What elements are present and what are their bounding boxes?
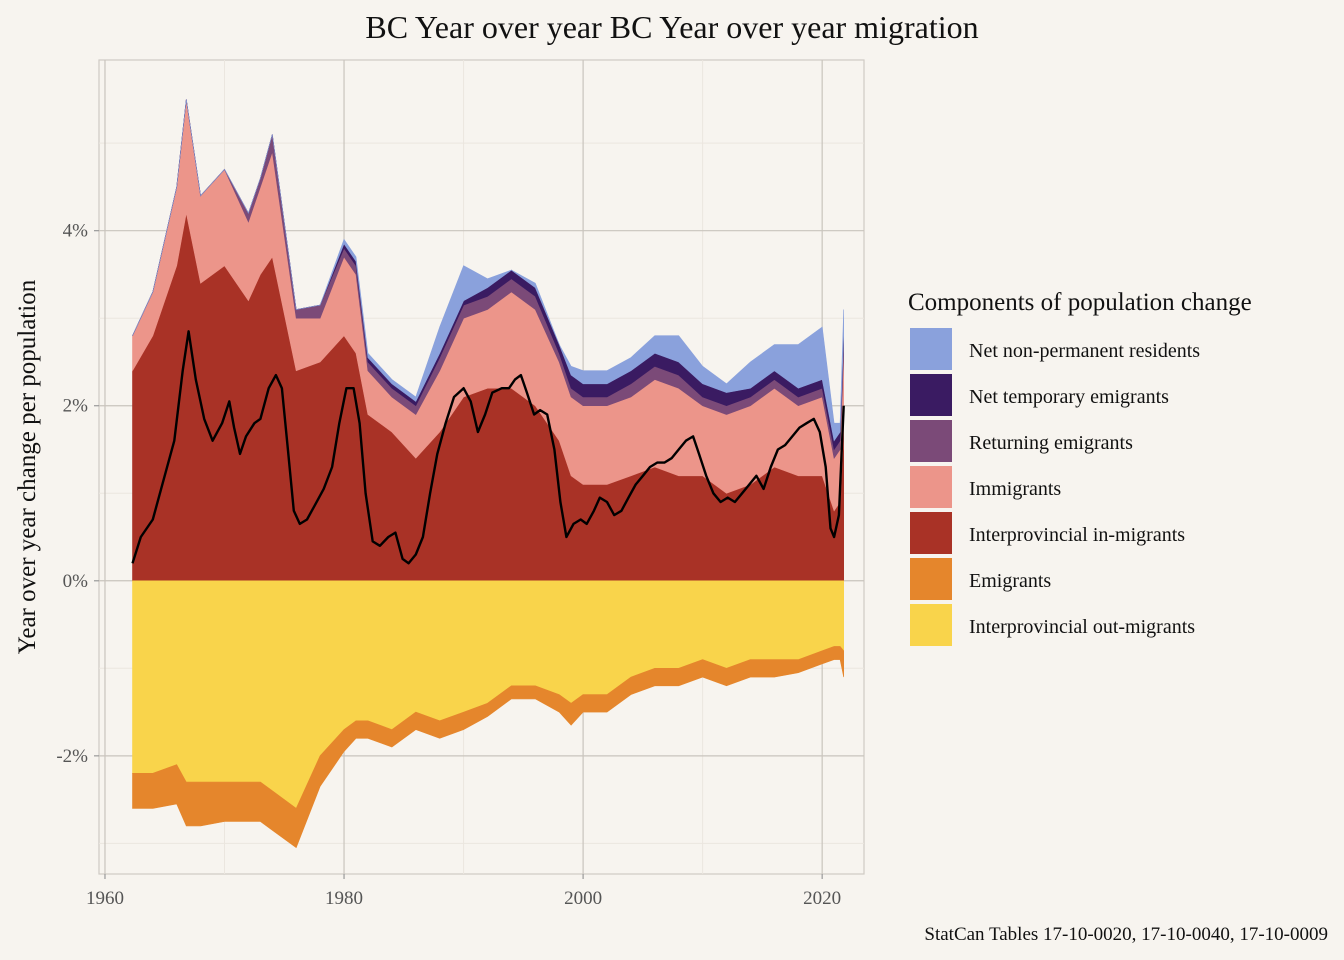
area-emigrants	[132, 646, 844, 849]
axis-ticks: 1960 1980 2000 2020 -2% 0% 2% 4%	[56, 221, 841, 909]
legend-label: Net non-permanent residents	[969, 340, 1200, 362]
legend-items: Net non-permanent residents Net temporary…	[910, 328, 1200, 646]
plot-panel	[98, 59, 865, 875]
legend-label: Immigrants	[969, 478, 1061, 500]
net-change-line-layer	[131, 330, 845, 565]
x-tick-label: 1980	[325, 888, 363, 909]
x-tick-label: 1960	[86, 888, 124, 909]
y-tick-label: -2%	[56, 746, 88, 767]
y-tick-label: 0%	[63, 571, 89, 592]
legend: Components of population change Net non-…	[908, 289, 1252, 646]
legend-swatch	[910, 374, 952, 416]
chart-title: BC Year over year BC Year over year migr…	[365, 9, 978, 45]
legend-label: Emigrants	[969, 570, 1051, 592]
net-change-line	[131, 330, 845, 565]
legend-label: Returning emigrants	[969, 432, 1133, 454]
y-axis-title: Year over year change per population	[14, 279, 41, 654]
legend-label: Interprovincial in-migrants	[969, 524, 1185, 546]
area-interprovincial-out-migrants	[132, 580, 844, 809]
area-net-non-permanent-residents	[132, 99, 844, 442]
panel-border	[98, 59, 865, 875]
x-tick-label: 2020	[803, 888, 841, 909]
legend-label: Net temporary emigrants	[969, 386, 1169, 408]
legend-swatch	[910, 604, 952, 646]
y-tick-label: 2%	[63, 396, 89, 417]
legend-label: Interprovincial out-migrants	[969, 616, 1195, 638]
legend-swatch	[910, 558, 952, 600]
legend-swatch	[910, 512, 952, 554]
y-tick-label: 4%	[63, 221, 89, 242]
x-tick-label: 2000	[564, 888, 602, 909]
stacked-areas	[132, 99, 844, 849]
legend-swatch	[910, 466, 952, 508]
legend-swatch	[910, 420, 952, 462]
legend-swatch	[910, 328, 952, 370]
legend-title: Components of population change	[908, 289, 1252, 316]
chart-caption: StatCan Tables 17-10-0020, 17-10-0040, 1…	[924, 924, 1328, 945]
